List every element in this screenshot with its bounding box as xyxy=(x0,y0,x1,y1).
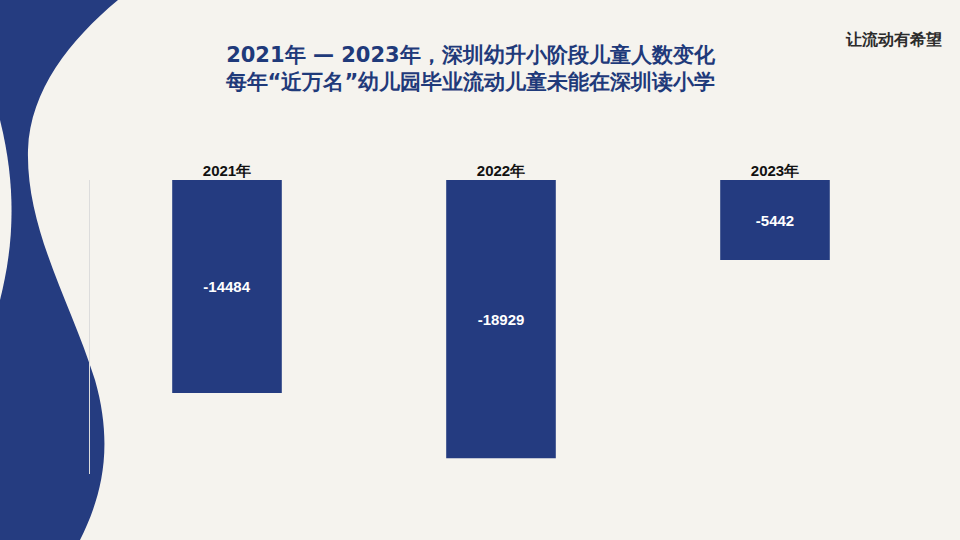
svg-text:-18929: -18929 xyxy=(478,311,525,328)
svg-text:2022年: 2022年 xyxy=(477,162,525,179)
svg-text:2021年 — 2023年，深圳幼升小阶段儿童人数变化每年“: 2021年 — 2023年，深圳幼升小阶段儿童人数变化每年“近万名”幼儿园毕业流… xyxy=(225,43,716,94)
svg-text:2023年: 2023年 xyxy=(751,162,799,179)
svg-text:-5442: -5442 xyxy=(756,212,794,229)
svg-text:2021年: 2021年 xyxy=(203,162,251,179)
svg-text:-14484: -14484 xyxy=(203,278,250,295)
html-text:让流动有希望: 让流动有希望 xyxy=(846,30,942,49)
